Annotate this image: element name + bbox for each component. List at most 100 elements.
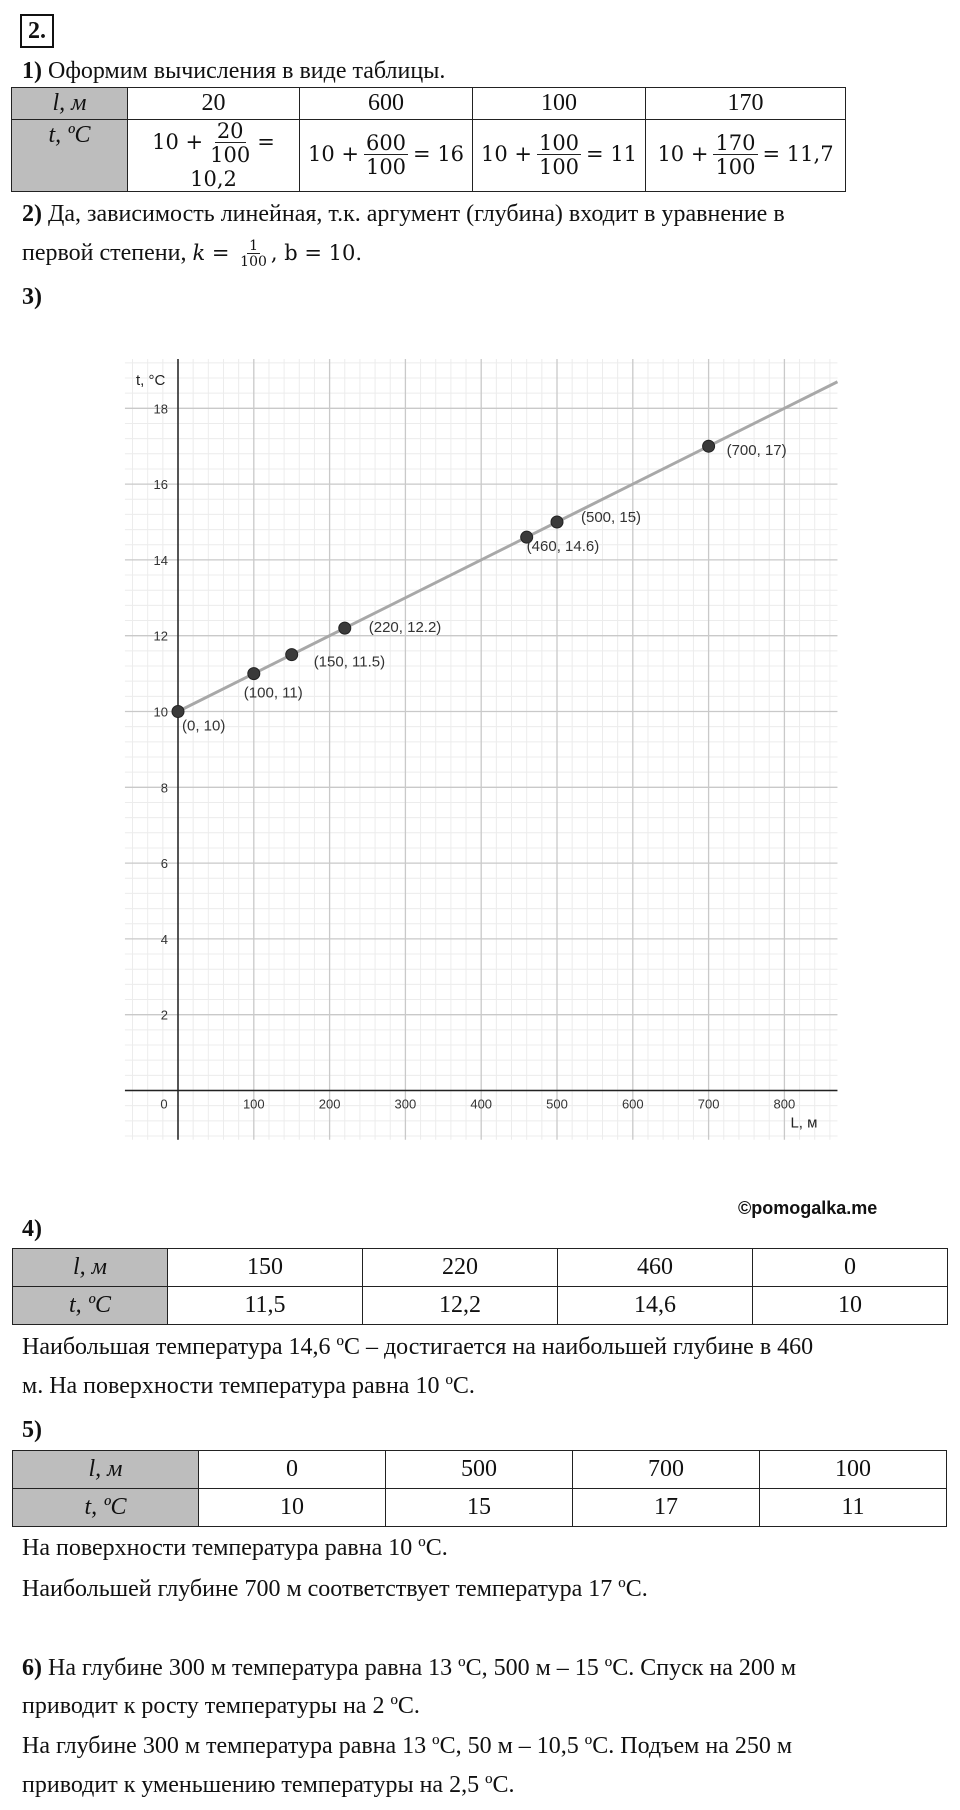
data-point: [338, 621, 352, 635]
major-grid: [124, 359, 838, 1140]
y-tick-label: 14: [154, 553, 168, 568]
part5-label: 5): [22, 1417, 42, 1443]
temperature-depth-chart: 0 100 200 300 400 500 600 700 800 2 4 6 8 10 12 14 16 18…: [124, 359, 839, 1140]
data-point-label: (700, 17): [727, 442, 787, 459]
part1-text: Оформим вычисления в виде таблицы.: [48, 58, 446, 84]
copyright: ©pomogalka.me: [738, 1198, 878, 1218]
data-point: [520, 530, 534, 544]
y-tick-label: 16: [154, 477, 168, 492]
x-tick-label: 300: [395, 1097, 417, 1112]
table-cell: 100: [759, 1450, 947, 1489]
data-point: [247, 667, 261, 681]
x-tick-labels: 0 100 200 300 400 500 600 700 800: [160, 1097, 795, 1112]
part4-text-line1: Наибольшая температура 14,6 ºC – достига…: [22, 1334, 814, 1360]
data-points: (0, 10) (100, 11) (150, 11.5) (220, 12.2) (4…: [171, 439, 787, 735]
y-tick-label: 6: [161, 856, 168, 871]
part2-line2: первой степени, k = 1 100, b = 10.: [22, 238, 362, 270]
table-cell: 150: [167, 1248, 363, 1287]
table-cell: 700: [572, 1450, 760, 1489]
table-header-l: l, м: [12, 1450, 199, 1489]
data-point-label: (500, 15): [581, 509, 641, 526]
x-tick-label: 700: [698, 1097, 720, 1112]
part5-text-line2: Наибольшей глубине 700 м соответствует т…: [22, 1576, 648, 1602]
part5-table: l, м 0 500 700 100 t, ºC 10 15 17 11: [12, 1450, 947, 1527]
table-cell: 10: [198, 1488, 386, 1527]
task-number-box: 2.: [20, 14, 54, 48]
table-cell: 20: [127, 87, 300, 120]
table-row: l, м 20 600 100 170: [11, 87, 846, 120]
part1-label: 1): [22, 58, 42, 84]
part6-line1: 6) На глубине 300 м температура равна 13…: [22, 1653, 796, 1683]
equals-sign: =: [205, 241, 237, 265]
table-header-l: l, м: [12, 1248, 168, 1287]
y-tick-labels: 2 4 6 8 10 12 14 16 18: [154, 401, 168, 1022]
part1-table: l, м 20 600 100 170 t, ºC 10 +20 100 = 10,…: [11, 87, 846, 192]
table-row: t, ºC 10 15 17 11: [12, 1488, 947, 1527]
part6-line2: приводит к росту температуры на 2 ºC.: [22, 1693, 420, 1719]
table-cell: 15: [385, 1488, 573, 1527]
part6-text: На глубине 300 м температура равна 13 ºC…: [48, 1655, 797, 1681]
x-tick-label: 100: [243, 1097, 265, 1112]
table-cell-expr: 10 +170 100 = 11,7: [645, 119, 846, 192]
part3-label: 3): [22, 284, 42, 310]
data-point-label: (460, 14.6): [527, 538, 600, 555]
data-point-label: (150, 11.5): [314, 654, 385, 671]
y-tick-label: 2: [161, 1008, 168, 1023]
x-tick-label: 800: [774, 1097, 796, 1112]
table-header-t: t, ºC: [12, 1488, 199, 1527]
part4-table: l, м 150 220 460 0 t, ºC 11,5 12,2 14,6 …: [12, 1248, 948, 1325]
part2-label: 2): [22, 201, 42, 227]
x-tick-label: 500: [546, 1097, 568, 1112]
x-tick-label: 0: [160, 1097, 167, 1112]
y-tick-label: 4: [161, 932, 168, 947]
part1-heading: 1) Оформим вычисления в виде таблицы.: [22, 56, 445, 86]
part6-line4: приводит к уменьшению температуры на 2,5…: [22, 1772, 515, 1798]
table-header-t: t, ºC: [11, 119, 128, 192]
part6-line3: На глубине 300 м температура равна 13 ºC…: [22, 1733, 793, 1759]
table-cell: 0: [752, 1248, 948, 1287]
table-row: l, м 150 220 460 0: [12, 1248, 948, 1287]
x-axis-label: L, м: [790, 1115, 817, 1132]
data-point: [550, 515, 564, 529]
y-axis-label: t, °C: [136, 372, 166, 389]
table-cell: 17: [572, 1488, 760, 1527]
table-row: l, м 0 500 700 100: [12, 1450, 947, 1489]
data-point: [171, 705, 185, 718]
y-tick-label: 10: [154, 705, 168, 720]
part2-line1: 2) Да, зависимость линейная, т.к. аргуме…: [22, 199, 785, 229]
x-tick-label: 400: [470, 1097, 492, 1112]
table-row: t, ºC 11,5 12,2 14,6 10: [12, 1286, 948, 1325]
table-cell: 0: [198, 1450, 386, 1489]
data-point: [285, 648, 299, 662]
table-header-t: t, ºC: [12, 1286, 168, 1325]
y-tick-label: 18: [154, 401, 168, 416]
x-tick-label: 200: [319, 1097, 341, 1112]
data-point-label: (0, 10): [182, 718, 225, 735]
data-point-label: (220, 12.2): [369, 619, 442, 636]
table-cell: 10: [752, 1286, 948, 1325]
part4-label: 4): [22, 1216, 42, 1242]
table-cell-expr: 10 +600 100 = 16: [299, 119, 473, 192]
k-var: k: [192, 241, 206, 265]
minor-grid: [124, 359, 838, 1140]
b-equation: , b = 10.: [270, 241, 363, 265]
table-row: t, ºC 10 +20 100 = 10,2 10 +600 100 = 16 10 …: [11, 119, 846, 192]
table-cell: 11,5: [167, 1286, 363, 1325]
table-cell: 500: [385, 1450, 573, 1489]
table-cell-expr: 10 +20 100 = 10,2: [127, 119, 300, 192]
table-cell: 220: [362, 1248, 558, 1287]
table-cell: 460: [557, 1248, 753, 1287]
table-cell: 12,2: [362, 1286, 558, 1325]
part2-text: Да, зависимость линейная, т.к. аргумент …: [48, 201, 785, 227]
table-cell: 11: [759, 1488, 947, 1527]
part2-line2-text: первой степени,: [22, 240, 187, 266]
part6-label: 6): [22, 1655, 42, 1681]
x-tick-label: 600: [622, 1097, 644, 1112]
table-cell: 14,6: [557, 1286, 753, 1325]
y-tick-label: 8: [161, 780, 168, 795]
table-cell-expr: 10 +100 100 = 11: [472, 119, 646, 192]
k-fraction: 1 100: [240, 237, 267, 270]
data-point: [702, 439, 716, 453]
y-tick-label: 12: [154, 629, 168, 644]
part5-text-line1: На поверхности температура равна 10 ºC.: [22, 1535, 448, 1561]
